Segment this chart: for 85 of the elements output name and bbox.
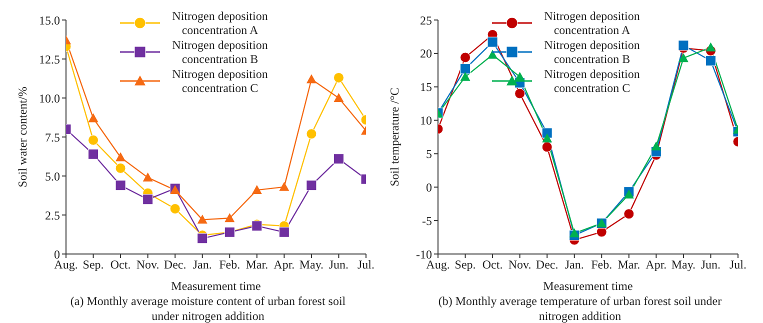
point	[460, 52, 471, 63]
point	[514, 72, 525, 81]
legend-label: Nitrogen deposition concentration A	[543, 8, 641, 36]
y-tick-label: 5.0	[45, 169, 60, 184]
point	[488, 50, 498, 59]
x-tick-label: Feb.	[591, 258, 612, 272]
point	[333, 154, 344, 164]
y-tick-label: 7.5	[45, 130, 60, 144]
point	[142, 194, 154, 205]
x-tick-label: Sep.	[454, 258, 476, 272]
point	[197, 214, 208, 224]
y-tick-label: 0	[426, 180, 432, 194]
legend-label: Nitrogen deposition concentration A	[171, 8, 269, 36]
x-tick-label: Mar.	[618, 258, 640, 272]
x-tick-label: Feb.	[219, 258, 240, 272]
x-tick-label: Mar.	[246, 258, 268, 272]
x-tick-label: Apr.	[274, 258, 295, 272]
point	[542, 142, 552, 152]
point	[706, 42, 716, 52]
legend-label: Nitrogen deposition concentration C	[543, 66, 641, 94]
point	[278, 226, 290, 238]
point	[197, 233, 208, 244]
point	[306, 74, 316, 84]
point	[334, 93, 344, 102]
y-tick-label: 10.0	[39, 91, 60, 106]
x-tick-label: Apr.	[646, 258, 667, 272]
point	[306, 128, 317, 140]
point	[252, 185, 262, 194]
x-tick-label: Sep.	[82, 258, 104, 272]
legend-label: Nitrogen deposition concentration C	[171, 66, 269, 94]
legend-label: Nitrogen deposition concentration B	[171, 38, 269, 66]
point	[569, 228, 580, 238]
point	[170, 204, 180, 214]
point	[279, 182, 290, 191]
text: (a) Monthly average moisture content of urban forest soil under nitrogen addition	[69, 294, 347, 323]
point	[487, 36, 498, 48]
x-tick-label: Nov.	[136, 258, 160, 272]
y-axis-title: Soil water content/%	[15, 86, 30, 188]
x-axis-title: Measurement time	[543, 279, 633, 293]
point	[224, 213, 235, 222]
point	[460, 64, 471, 74]
y-axis-title: Soil temperature /°C	[387, 88, 402, 186]
x-tick-label: Jul.	[729, 258, 747, 272]
y-tick-label: 15	[420, 80, 432, 94]
x-axis-title: Measurement time	[171, 279, 261, 293]
x-tick-label: May.	[671, 258, 696, 272]
y-tick-label: 10	[420, 114, 432, 128]
point	[542, 133, 552, 142]
x-tick-label: Jan.	[564, 258, 584, 272]
text: (b) Monthly average temperature of urban forest soil under nitrogen addition	[437, 294, 723, 323]
y-tick-label: 20	[420, 46, 432, 61]
point	[142, 172, 153, 182]
point	[678, 53, 688, 62]
y-tick-label: 15.0	[39, 13, 60, 28]
x-tick-label: May.	[299, 258, 324, 272]
x-tick-label: Oct.	[482, 258, 503, 272]
point	[460, 72, 470, 81]
x-tick-label: Jun.	[700, 258, 721, 272]
x-tick-label: Dec.	[164, 258, 186, 272]
x-tick-label: Jan.	[192, 258, 212, 272]
point	[705, 56, 716, 66]
y-tick-label: 12.5	[39, 52, 60, 66]
point	[88, 134, 99, 146]
x-tick-label: Nov.	[508, 258, 532, 272]
point	[88, 113, 98, 122]
y-tick-label: 2.5	[45, 208, 60, 222]
point	[678, 40, 689, 51]
point	[333, 72, 344, 83]
x-tick-label: Jul.	[357, 258, 375, 272]
point	[115, 180, 126, 191]
point	[651, 141, 662, 150]
point	[88, 148, 99, 160]
point	[624, 208, 634, 220]
point	[116, 152, 126, 162]
point	[624, 189, 634, 198]
point	[514, 88, 526, 99]
y-tick-label: 25	[420, 13, 432, 28]
point	[306, 180, 317, 191]
y-tick-label: -5	[422, 214, 432, 228]
point	[115, 162, 126, 174]
y-tick-label: 5	[426, 146, 432, 161]
legend-label: Nitrogen deposition concentration B	[543, 38, 641, 66]
x-tick-label: Dec.	[536, 258, 558, 272]
x-tick-label: Oct.	[110, 258, 131, 272]
x-tick-label: Jun.	[328, 258, 349, 272]
